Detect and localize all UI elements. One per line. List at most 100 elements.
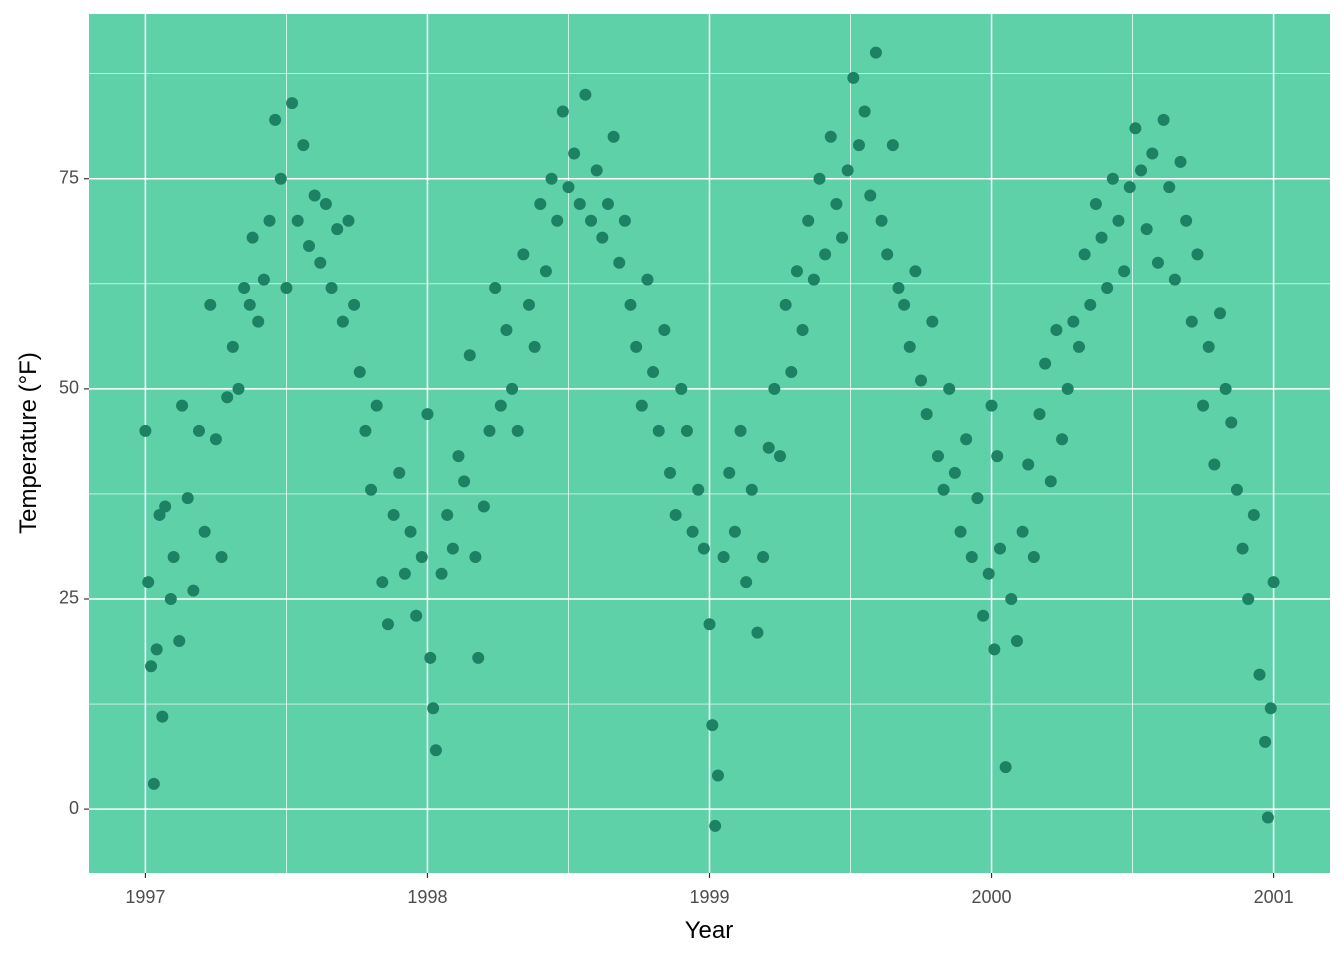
point <box>658 324 671 337</box>
point <box>585 214 598 227</box>
point <box>647 366 660 379</box>
point <box>446 542 459 555</box>
y-axis-title: Temperature (°F) <box>15 352 42 534</box>
point <box>167 550 180 563</box>
point <box>813 172 826 185</box>
point <box>1197 399 1210 412</box>
point <box>948 466 961 479</box>
point <box>1101 282 1114 295</box>
point <box>618 214 631 227</box>
point <box>145 660 158 673</box>
point <box>745 483 758 496</box>
point <box>664 466 677 479</box>
point <box>173 635 186 648</box>
point <box>796 324 809 337</box>
point <box>977 609 990 622</box>
point <box>410 609 423 622</box>
point <box>697 542 710 555</box>
point <box>898 298 911 311</box>
point <box>579 88 592 101</box>
point <box>1253 668 1266 681</box>
point <box>483 424 496 437</box>
point <box>830 197 843 210</box>
point <box>159 500 172 513</box>
point <box>1112 214 1125 227</box>
point <box>1236 542 1249 555</box>
point <box>1259 735 1272 748</box>
point <box>308 189 321 202</box>
point <box>1010 635 1023 648</box>
point <box>669 508 682 521</box>
point <box>692 483 705 496</box>
point <box>852 139 865 152</box>
point <box>1180 214 1193 227</box>
point <box>1219 382 1232 395</box>
point <box>819 248 832 261</box>
point <box>204 298 217 311</box>
point <box>517 248 530 261</box>
point <box>429 744 442 757</box>
point <box>999 761 1012 774</box>
point <box>1084 298 1097 311</box>
point <box>734 424 747 437</box>
point <box>717 550 730 563</box>
point <box>376 576 389 589</box>
point <box>931 450 944 463</box>
point <box>985 399 998 412</box>
point <box>1168 273 1181 286</box>
point <box>331 223 344 236</box>
point <box>909 265 922 278</box>
point <box>1106 172 1119 185</box>
point <box>551 214 564 227</box>
x-tick-label: 1998 <box>407 887 447 907</box>
point <box>1044 475 1057 488</box>
point <box>421 408 434 421</box>
point <box>1118 265 1131 278</box>
point <box>342 214 355 227</box>
point <box>1157 113 1170 126</box>
point <box>187 584 200 597</box>
point <box>221 391 234 404</box>
y-tick-label: 0 <box>69 798 79 818</box>
point <box>238 282 251 295</box>
point <box>762 441 775 454</box>
point <box>624 298 637 311</box>
point <box>858 105 871 118</box>
point <box>740 576 753 589</box>
point <box>757 550 770 563</box>
x-axis-title: Year <box>685 917 734 944</box>
point <box>709 819 722 832</box>
point <box>1146 147 1159 160</box>
y-tick-label: 25 <box>59 588 79 608</box>
point <box>573 197 586 210</box>
point <box>156 710 169 723</box>
point <box>142 576 155 589</box>
point <box>359 424 372 437</box>
point <box>243 298 256 311</box>
point <box>711 769 724 782</box>
point <box>994 542 1007 555</box>
point <box>652 424 665 437</box>
point <box>522 298 535 311</box>
point <box>192 424 205 437</box>
point <box>286 97 299 110</box>
point <box>864 189 877 202</box>
point <box>164 592 177 605</box>
point <box>1264 702 1277 715</box>
point <box>785 366 798 379</box>
point <box>469 550 482 563</box>
point <box>954 525 967 538</box>
point <box>489 282 502 295</box>
point <box>302 239 315 252</box>
point <box>415 550 428 563</box>
point <box>477 500 490 513</box>
point <box>1214 307 1227 320</box>
point <box>728 525 741 538</box>
point <box>435 567 448 580</box>
point <box>539 265 552 278</box>
x-tick-label: 2000 <box>972 887 1012 907</box>
point <box>1151 256 1164 269</box>
point <box>150 643 163 656</box>
point <box>982 567 995 580</box>
